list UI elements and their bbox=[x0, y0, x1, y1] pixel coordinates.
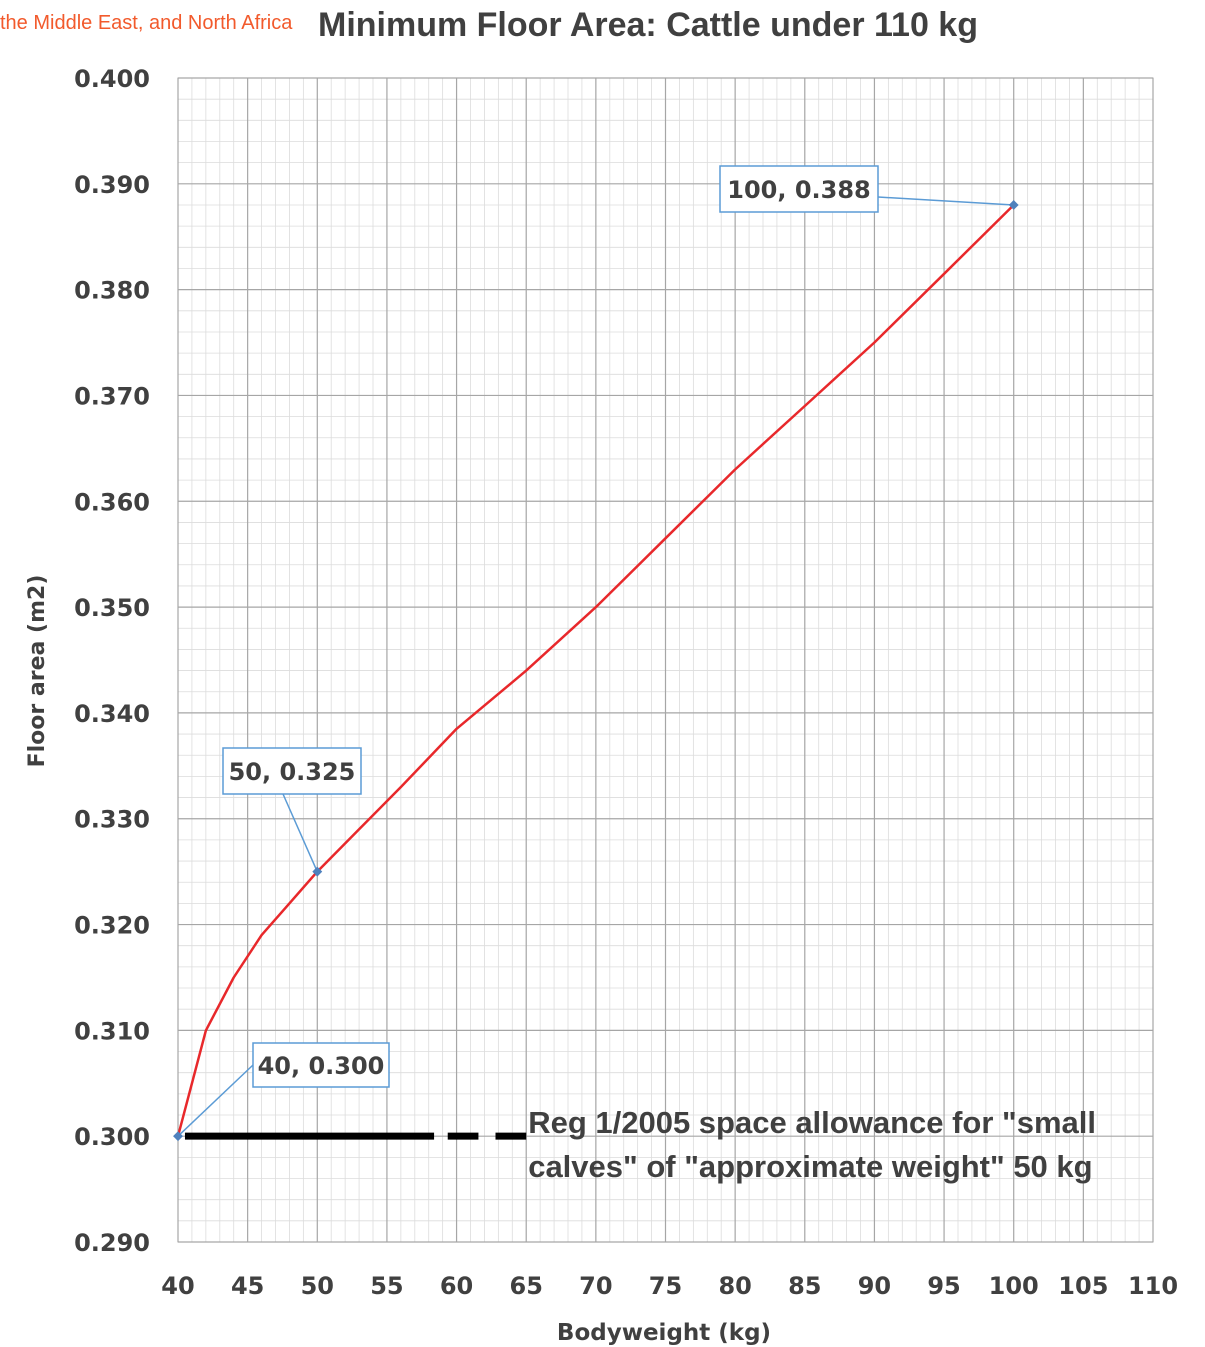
x-tick-label: 110 bbox=[1128, 1272, 1178, 1300]
reference-line-label: Reg 1/2005 space allowance for "small cal… bbox=[528, 1105, 1096, 1184]
x-tick-label: 105 bbox=[1058, 1272, 1108, 1300]
x-tick-label: 75 bbox=[649, 1272, 682, 1300]
x-tick-label: 70 bbox=[579, 1272, 612, 1300]
data-label-text: 40, 0.300 bbox=[258, 1052, 385, 1080]
y-tick-label: 0.380 bbox=[74, 277, 150, 305]
data-label-leader bbox=[283, 794, 317, 872]
x-tick-label: 55 bbox=[370, 1272, 403, 1300]
x-tick-label: 65 bbox=[510, 1272, 543, 1300]
data-label-text: 100, 0.388 bbox=[727, 176, 870, 204]
reference-label-line-2: calves" of "approximate weight" 50 kg bbox=[528, 1149, 1092, 1184]
overlay-caption-text: the Middle East, and North Africa bbox=[0, 12, 292, 35]
x-tick-label: 90 bbox=[858, 1272, 891, 1300]
y-tick-label: 0.400 bbox=[74, 65, 150, 93]
y-axis-label: Floor area (m2) bbox=[25, 575, 50, 768]
data-label-leader bbox=[878, 197, 1014, 205]
x-tick-label: 45 bbox=[231, 1272, 264, 1300]
x-tick-label: 40 bbox=[161, 1272, 194, 1300]
x-tick-label: 50 bbox=[301, 1272, 334, 1300]
y-tick-label: 0.390 bbox=[74, 171, 150, 199]
y-tick-label: 0.370 bbox=[74, 382, 150, 410]
x-axis-label: Bodyweight (kg) bbox=[557, 1320, 771, 1346]
y-tick-label: 0.300 bbox=[74, 1123, 150, 1151]
y-tick-label: 0.330 bbox=[74, 806, 150, 834]
x-tick-label: 60 bbox=[440, 1272, 473, 1300]
y-tick-label: 0.320 bbox=[74, 912, 150, 940]
reference-label-line-1: Reg 1/2005 space allowance for "small bbox=[528, 1105, 1096, 1140]
x-axis-tick-labels: 40 45 50 55 60 65 70 75 80 85 90 95 100 105 110 bbox=[161, 1272, 1178, 1300]
x-tick-label: 85 bbox=[788, 1272, 821, 1300]
y-axis-tick-labels: 0.290 0.300 0.310 0.320 0.330 0.340 0.350 0.360… bbox=[74, 65, 150, 1257]
chart-title: Minimum Floor Area: Cattle under 110 kg bbox=[318, 6, 978, 44]
reference-line-group: Reg 1/2005 space allowance for "small cal… bbox=[185, 1105, 1096, 1184]
y-tick-label: 0.360 bbox=[74, 488, 150, 516]
y-tick-label: 0.290 bbox=[74, 1229, 150, 1257]
y-tick-label: 0.340 bbox=[74, 700, 150, 728]
y-tick-label: 0.310 bbox=[74, 1017, 150, 1045]
y-tick-label: 0.350 bbox=[74, 594, 150, 622]
data-label-leader bbox=[178, 1065, 253, 1136]
x-tick-label: 95 bbox=[927, 1272, 960, 1300]
x-tick-label: 80 bbox=[718, 1272, 751, 1300]
data-label-text: 50, 0.325 bbox=[229, 758, 356, 786]
x-tick-label: 100 bbox=[989, 1272, 1039, 1300]
